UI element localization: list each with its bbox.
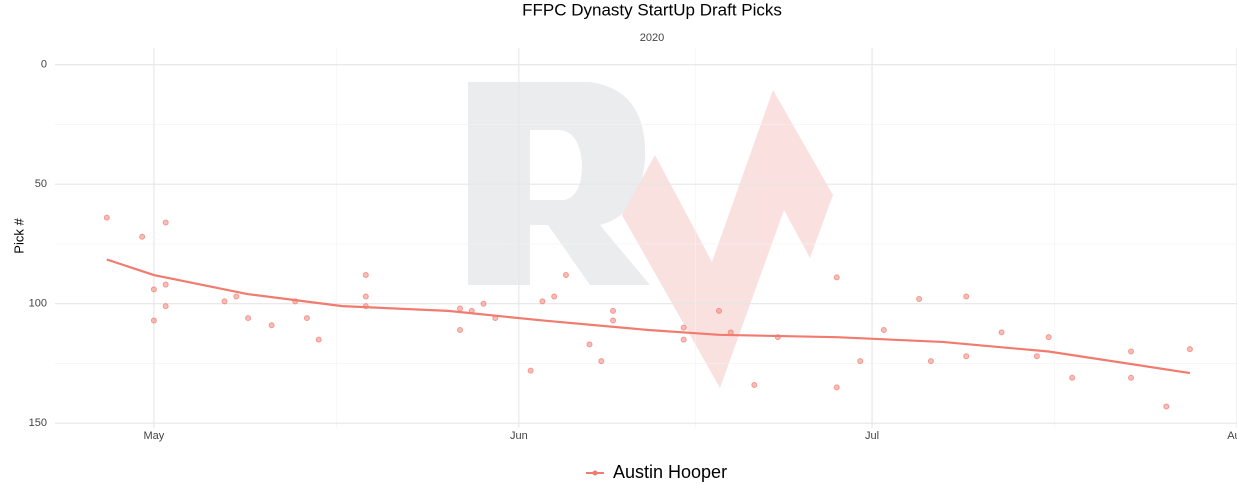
point xyxy=(998,329,1005,336)
point xyxy=(963,353,970,360)
point xyxy=(916,295,923,302)
point xyxy=(362,293,369,300)
point xyxy=(586,341,593,348)
point xyxy=(1045,334,1052,341)
point xyxy=(268,322,275,329)
point xyxy=(456,327,463,334)
point xyxy=(963,293,970,300)
point xyxy=(551,293,558,300)
point xyxy=(480,300,487,307)
x-tick-label: Jun xyxy=(510,430,528,442)
point xyxy=(880,327,887,334)
point xyxy=(715,307,722,314)
point xyxy=(162,219,169,226)
point xyxy=(1069,374,1076,381)
y-tick-label: 0 xyxy=(41,59,47,71)
point xyxy=(245,315,252,322)
point xyxy=(150,317,157,324)
point xyxy=(610,317,617,324)
y-axis-label: Pick # xyxy=(11,218,26,254)
point xyxy=(680,336,687,343)
point xyxy=(456,305,463,312)
x-tick-label: May xyxy=(144,430,165,442)
point xyxy=(233,293,240,300)
point xyxy=(162,281,169,288)
point xyxy=(833,384,840,391)
point xyxy=(139,233,146,240)
point xyxy=(857,358,864,365)
point xyxy=(1033,353,1040,360)
legend-point xyxy=(592,470,598,476)
point xyxy=(1163,403,1170,410)
point xyxy=(539,298,546,305)
point xyxy=(150,286,157,293)
grid xyxy=(55,48,1237,428)
point xyxy=(1128,348,1135,355)
chart-subtitle: 2020 xyxy=(640,32,664,44)
point xyxy=(315,336,322,343)
point xyxy=(598,358,605,365)
point xyxy=(221,298,228,305)
point xyxy=(562,272,569,279)
point xyxy=(162,303,169,310)
watermark xyxy=(468,82,833,388)
point xyxy=(680,324,687,331)
x-tick-label: Jul xyxy=(865,430,879,442)
point xyxy=(833,274,840,281)
legend-label: Austin Hooper xyxy=(613,462,727,482)
point xyxy=(610,307,617,314)
point xyxy=(927,358,934,365)
point xyxy=(1128,374,1135,381)
point xyxy=(303,315,310,322)
y-tick-label: 50 xyxy=(35,178,47,190)
point xyxy=(362,272,369,279)
point xyxy=(103,214,110,221)
point xyxy=(1186,346,1193,353)
y-tick-label: 100 xyxy=(29,298,47,310)
x-tick-label: Aug xyxy=(1227,430,1237,442)
trend-line xyxy=(106,258,1191,375)
point xyxy=(751,381,758,388)
point xyxy=(527,367,534,374)
y-tick-label: 150 xyxy=(29,417,47,429)
chart-title: FFPC Dynasty StartUp Draft Picks xyxy=(522,0,782,19)
